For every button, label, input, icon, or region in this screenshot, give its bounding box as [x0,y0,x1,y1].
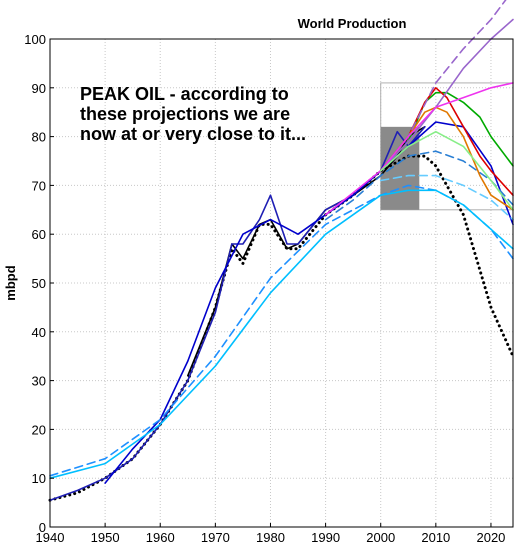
series-line-6 [324,150,514,221]
y-tick-label: 30 [32,374,46,389]
series-line-2 [49,126,426,502]
x-tick-label: 1950 [91,530,120,545]
annotation-line-2: these projections we are [80,104,290,124]
x-tick-label: 1960 [146,530,175,545]
series-layer [48,0,515,502]
annotation-line-1: PEAK OIL - according to [80,84,289,104]
y-tick-label: 80 [32,130,46,145]
series-line-0 [48,154,515,502]
axis-ticks: 1940 1950 1960 1970 1980 1990 2000 2010 2020 0 10 2… [24,32,505,545]
x-tick-label: 1990 [311,530,340,545]
annotation-line-3: now at or very close to it... [80,124,306,144]
series-line-10 [379,0,507,172]
x-tick-label: 2000 [366,530,395,545]
y-tick-label: 40 [32,325,46,340]
y-tick-label: 10 [32,471,46,486]
y-tick-label: 20 [32,422,46,437]
y-tick-label: 50 [32,276,46,291]
x-tick-label: 1940 [36,530,65,545]
x-tick-label: 2020 [476,530,505,545]
y-axis-label: mbpd [3,265,18,300]
series-line-11 [379,18,514,172]
y-tick-label: 100 [24,32,46,47]
series-line-13 [379,130,514,211]
series-line-3 [104,121,514,484]
x-tick-label: 2010 [421,530,450,545]
y-tick-label: 70 [32,178,46,193]
chart-title: World Production [298,16,407,31]
x-tick-label: 1970 [201,530,230,545]
y-tick-label: 60 [32,227,46,242]
series-line-14 [379,174,514,221]
series-line-5 [49,189,514,480]
x-tick-label: 1980 [256,530,285,545]
y-tick-label: 90 [32,81,46,96]
y-tick-label: 0 [39,520,46,535]
series-line-9 [379,106,514,211]
